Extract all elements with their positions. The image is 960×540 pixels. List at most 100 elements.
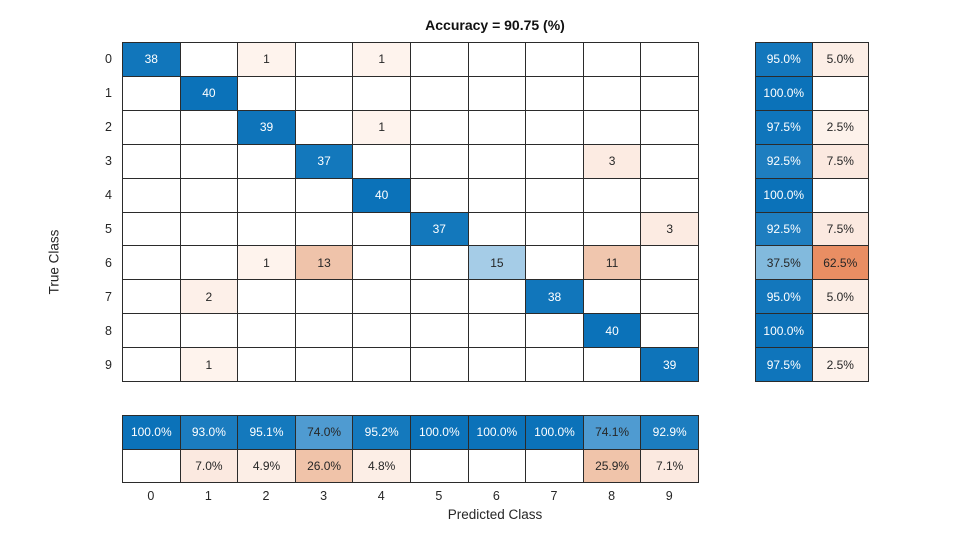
x-tick-label: 1 (204, 489, 212, 503)
matrix-cell (353, 76, 410, 110)
matrix-cell (468, 110, 526, 144)
matrix-cell (353, 144, 410, 178)
matrix-cell (295, 348, 353, 381)
col-summary-cell: 100.0% (526, 416, 583, 449)
matrix-cell (295, 212, 353, 246)
matrix-cell (180, 178, 238, 212)
matrix-cell: 40 (180, 76, 238, 110)
matrix-cell: 3 (641, 212, 698, 246)
matrix-cell (123, 76, 180, 110)
matrix-cell (583, 76, 641, 110)
matrix-cell (123, 246, 180, 280)
matrix-cell (180, 212, 238, 246)
row-summary-cell: 100.0% (756, 76, 812, 110)
matrix-cell: 3 (583, 144, 641, 178)
column-normalized-summary-grid: 100.0% 93.0% 95.1% 74.0% 95.2% 100.0% 100.0% 10… (122, 415, 699, 483)
matrix-cell (353, 246, 410, 280)
matrix-cell (468, 348, 526, 381)
matrix-cell (583, 178, 641, 212)
col-summary-cell: 26.0% (295, 449, 353, 482)
x-tick-label: 5 (435, 489, 443, 503)
matrix-cell (238, 178, 295, 212)
col-summary-cell (526, 449, 583, 482)
col-summary-cell (410, 449, 468, 482)
y-tick-label: 7 (105, 290, 112, 304)
row-summary-cell: 5.0% (812, 280, 868, 314)
matrix-cell (468, 280, 526, 314)
matrix-cell (468, 43, 526, 76)
y-axis-label: True Class (46, 229, 62, 295)
matrix-cell (353, 314, 410, 348)
matrix-cell: 1 (353, 110, 410, 144)
matrix-cell (410, 280, 468, 314)
matrix-cell (295, 110, 353, 144)
matrix-cell: 37 (295, 144, 353, 178)
matrix-cell (583, 110, 641, 144)
col-summary-cell: 100.0% (123, 416, 180, 449)
matrix-cell: 40 (583, 314, 641, 348)
matrix-cell: 1 (353, 43, 410, 76)
y-tick-label: 9 (105, 358, 112, 372)
row-summary-cell: 37.5% (756, 246, 812, 280)
matrix-cell (123, 348, 180, 381)
matrix-cell (238, 144, 295, 178)
matrix-cell (641, 144, 698, 178)
matrix-cell (468, 212, 526, 246)
matrix-cell (238, 212, 295, 246)
matrix-cell (526, 212, 583, 246)
matrix-cell: 38 (526, 280, 583, 314)
row-summary-cell (812, 314, 868, 348)
col-summary-cell: 4.8% (353, 449, 410, 482)
row-summary-cell (812, 76, 868, 110)
matrix-cell (526, 76, 583, 110)
y-tick-label: 4 (105, 188, 112, 202)
matrix-cell (353, 212, 410, 246)
matrix-cell (238, 280, 295, 314)
matrix-cell (526, 246, 583, 280)
matrix-cell (123, 280, 180, 314)
matrix-cell: 39 (238, 110, 295, 144)
y-tick-label: 8 (105, 324, 112, 338)
matrix-cell (180, 144, 238, 178)
matrix-cell (583, 43, 641, 76)
matrix-cell (641, 110, 698, 144)
col-summary-cell: 95.2% (353, 416, 410, 449)
row-summary-cell: 2.5% (812, 348, 868, 381)
matrix-cell: 13 (295, 246, 353, 280)
x-tick-label: 3 (320, 489, 328, 503)
matrix-cell (526, 314, 583, 348)
matrix-cell (641, 43, 698, 76)
col-summary-cell (468, 449, 526, 482)
col-summary-cell: 7.1% (641, 449, 698, 482)
x-tick-label: 7 (550, 489, 558, 503)
matrix-cell (123, 212, 180, 246)
matrix-cell: 37 (410, 212, 468, 246)
matrix-cell (123, 144, 180, 178)
x-tick-label: 8 (608, 489, 616, 503)
matrix-cell: 11 (583, 246, 641, 280)
col-summary-cell: 95.1% (238, 416, 295, 449)
row-summary-cell: 7.5% (812, 144, 868, 178)
y-tick-label: 1 (105, 86, 112, 100)
row-normalized-summary-grid: 95.0% 5.0% 100.0% 97.5% 2.5% 92.5% 7.5% 100.0% 9… (755, 42, 869, 382)
matrix-cell (410, 314, 468, 348)
matrix-cell (180, 314, 238, 348)
matrix-cell (410, 144, 468, 178)
col-summary-cell (123, 449, 180, 482)
col-summary-cell: 74.1% (583, 416, 641, 449)
x-tick-label: 4 (377, 489, 385, 503)
col-summary-cell: 100.0% (468, 416, 526, 449)
matrix-cell (410, 178, 468, 212)
matrix-cell (468, 76, 526, 110)
matrix-cell (410, 246, 468, 280)
row-summary-cell: 92.5% (756, 144, 812, 178)
x-tick-label: 0 (147, 489, 155, 503)
confusion-matrix-grid: 38 1 1 40 39 1 37 3 40 37 3 1 13 15 11 2 38 40 1 39 (122, 42, 699, 382)
col-summary-cell: 74.0% (295, 416, 353, 449)
matrix-cell (468, 314, 526, 348)
x-tick-label: 9 (665, 489, 673, 503)
matrix-cell (410, 43, 468, 76)
col-summary-cell: 92.9% (641, 416, 698, 449)
row-summary-cell: 97.5% (756, 110, 812, 144)
